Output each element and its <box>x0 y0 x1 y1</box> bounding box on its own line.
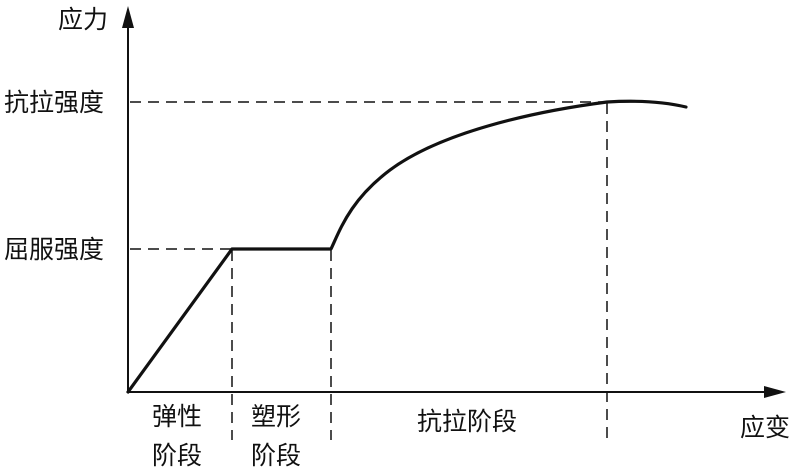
tensile-strength-label: 抗拉强度 <box>4 88 104 117</box>
plastic-stage-label-line1: 塑形 <box>251 402 301 431</box>
y-axis-arrowhead <box>122 6 134 28</box>
x-axis-label: 应变 <box>740 413 790 442</box>
y-axis-label: 应力 <box>58 5 108 34</box>
stress-strain-curve <box>126 99 688 394</box>
plastic-stage-label-line2: 阶段 <box>251 441 301 470</box>
elastic-stage-label-line2: 阶段 <box>152 441 202 470</box>
elastic-stage-label-line1: 弹性 <box>152 402 202 431</box>
tensile-stage-label: 抗拉阶段 <box>417 407 517 436</box>
x-axis-arrowhead <box>764 386 786 398</box>
yield-strength-label: 屈服强度 <box>4 235 104 264</box>
